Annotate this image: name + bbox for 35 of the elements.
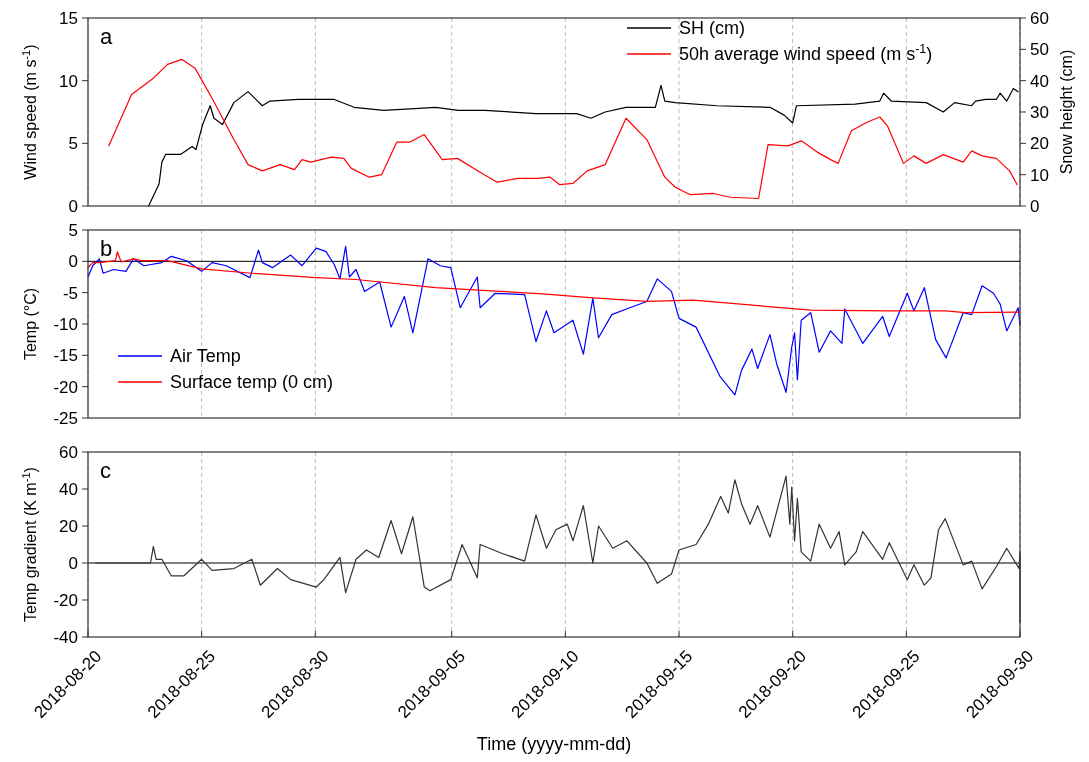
legend-label: Surface temp (0 cm) — [170, 372, 334, 392]
y-tick-label: -25 — [53, 408, 78, 428]
y-tick-label: 5 — [68, 220, 78, 240]
y-tick-label: 40 — [59, 479, 78, 499]
y2-tick-label: 20 — [1030, 134, 1049, 154]
chart-title: a — [100, 24, 113, 49]
legend-label: SH (cm) — [679, 18, 745, 38]
y2-tick-label: 50 — [1030, 40, 1049, 60]
y2-axis-title: Snow height (cm) — [1058, 49, 1075, 175]
y-tick-label: -5 — [62, 283, 78, 303]
x-axis-title: Time (yyyy-mm-dd) — [476, 734, 632, 754]
y2-tick-label: 60 — [1030, 8, 1049, 28]
y2-tick-label: 40 — [1030, 71, 1049, 91]
legend-label: 50h average wind speed (m s$^{-1}$) — [679, 42, 933, 64]
y2-tick-label: 30 — [1030, 102, 1049, 122]
chart-title: c — [100, 458, 111, 483]
line-series — [148, 84, 1019, 207]
chart-title: b — [100, 236, 113, 261]
y-tick-label: 0 — [68, 553, 78, 573]
y-tick-label: 10 — [59, 71, 78, 91]
y-axis-title: Temp (°C) — [22, 287, 39, 361]
y-tick-label: -40 — [53, 627, 78, 647]
y2-tick-label: 0 — [1030, 196, 1040, 216]
y-tick-label: 0 — [68, 252, 78, 272]
y2-tick-label: 10 — [1030, 165, 1049, 185]
y-tick-label: -10 — [53, 314, 78, 334]
y-tick-label: 20 — [59, 516, 78, 536]
y-tick-label: 60 — [59, 442, 78, 462]
y-tick-label: -20 — [53, 377, 78, 397]
y-tick-label: 15 — [59, 8, 78, 28]
y-tick-label: -20 — [53, 590, 78, 610]
legend-label: Air Temp — [170, 346, 241, 366]
y-tick-label: 0 — [68, 196, 78, 216]
y-tick-label: -15 — [53, 346, 78, 366]
y-tick-label: 5 — [68, 134, 78, 154]
